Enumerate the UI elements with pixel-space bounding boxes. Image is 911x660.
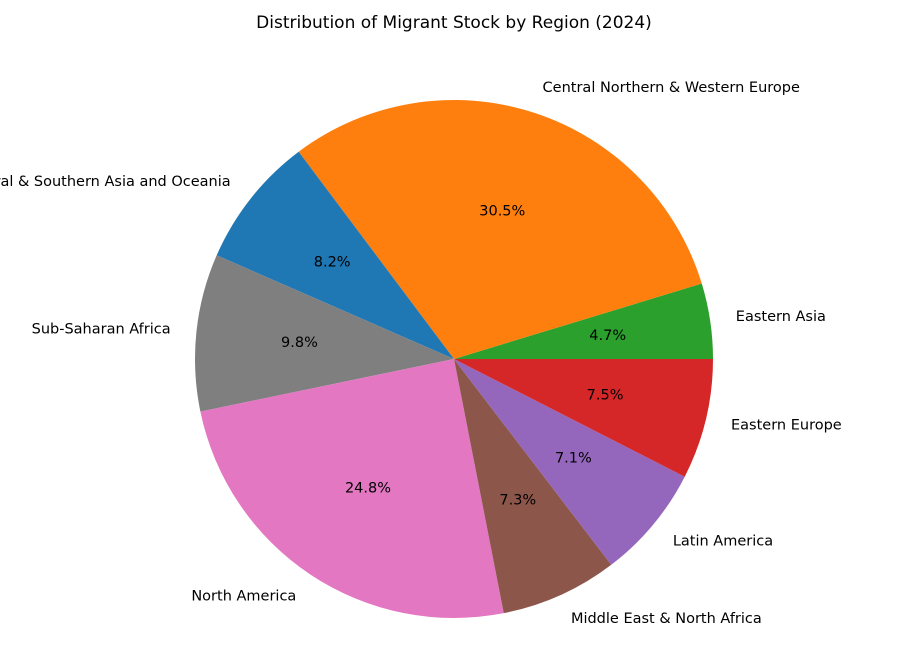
pie-slice-north-america [200,359,504,618]
slice-label-eastern-asia: Eastern Asia [736,309,826,325]
chart-title: Distribution of Migrant Stock by Region … [256,13,652,33]
slice-labels: Eastern Asia Central Northern & Western E… [0,80,842,627]
percent-label-latin-america: 7.1% [555,451,592,467]
pie-slice-eastern-europe [454,359,713,477]
percent-label-central-and-southern-asia-and-oceania: 8.2% [314,255,351,271]
slice-label-north-america: North America [191,588,296,604]
slice-label-central-and-southern-asia-and-oceania: Central & Southern Asia and Oceania [0,174,231,190]
slice-label-middle-east-and-north-africa: Middle East & North Africa [571,611,762,627]
pie-slices [194,99,713,618]
pie-slice-latin-america [454,359,685,565]
percent-label-middle-east-and-north-africa: 7.3% [499,493,536,509]
pie-slice-central-northern-and-western-europe [298,99,702,359]
pie-slice-central-and-southern-asia-and-oceania [216,151,454,359]
percent-labels: 4.7% 30.5% 8.2% 9.8% 24.8% 7.3% 7.1% 7.5% [281,203,626,508]
slice-label-latin-america: Latin America [673,533,773,549]
percent-label-eastern-asia: 4.7% [589,328,626,344]
percent-label-central-northern-and-western-europe: 30.5% [479,203,525,219]
slice-label-eastern-europe: Eastern Europe [731,418,842,434]
slice-label-central-northern-and-western-europe: Central Northern & Western Europe [543,80,800,96]
percent-label-north-america: 24.8% [345,480,391,496]
pie-slice-middle-east-and-north-africa [454,359,612,614]
pie-slice-eastern-asia [454,283,713,359]
percent-label-sub-saharan-africa: 9.8% [281,335,318,351]
slice-label-sub-saharan-africa: Sub-Saharan Africa [32,321,171,337]
percent-label-eastern-europe: 7.5% [587,387,624,403]
pie-slice-sub-saharan-africa [194,255,454,412]
